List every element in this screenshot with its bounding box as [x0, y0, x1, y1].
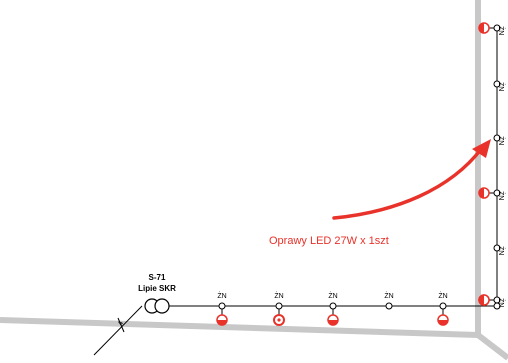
pole-label: ŻN: [217, 291, 226, 300]
pole-label: ŻN: [497, 298, 506, 307]
pole: ŻN: [478, 187, 506, 200]
arrow-curve: [332, 146, 484, 220]
led-lamp-fill: [479, 23, 484, 33]
pole: ŻN: [437, 291, 449, 326]
pole-marker: [493, 244, 501, 252]
pole: ŻN: [327, 291, 339, 326]
pole: ŻN: [216, 291, 228, 326]
arrow-head: [472, 139, 491, 158]
transformer-coil-right: [154, 298, 170, 314]
pole-marker: [329, 302, 337, 310]
pole-marker: [439, 302, 447, 310]
pole-marker: [218, 302, 226, 310]
pole-label: ŻN: [497, 82, 506, 91]
pole: ŻN: [273, 291, 285, 326]
feeder-label: 4: [117, 321, 125, 327]
station-symbol: [144, 298, 170, 314]
station-name: Lipie SKR: [138, 284, 176, 293]
pole: ŻN: [478, 22, 506, 35]
pole-label: ŻN: [497, 136, 506, 145]
led-lamp-fill: [438, 320, 448, 325]
pole-label: ŻN: [497, 246, 506, 255]
led-lamp-fill: [217, 320, 227, 325]
pole: ŻN: [493, 80, 506, 91]
pole-marker: [493, 134, 501, 142]
pole-label: ŻN: [384, 291, 393, 300]
road-diagonal: [476, 332, 508, 361]
led-lamp-fill: [479, 188, 484, 198]
pole-label: ŻN: [438, 291, 447, 300]
station-id: S-71: [149, 273, 166, 282]
pole-marker: [275, 302, 283, 310]
pole: ŻN: [478, 294, 506, 307]
pole: ŻN: [493, 244, 506, 255]
pole: ŻN: [493, 134, 506, 145]
feeder-cable: [93, 305, 143, 356]
pole: ŻN: [384, 291, 394, 310]
led-lamp-fill: [328, 320, 338, 325]
pole-label: ŻN: [328, 291, 337, 300]
annotation-text: Oprawy LED 27W x 1szt: [269, 235, 389, 247]
pole-label: ŻN: [274, 291, 283, 300]
road-horizontal: [0, 317, 479, 338]
feeder-tick: [117, 317, 125, 333]
annotation-arrow: [332, 139, 491, 220]
pole-label: ŻN: [497, 191, 506, 200]
led-lamp-fill: [479, 295, 484, 305]
pole-marker: [385, 302, 393, 310]
vertical-poles: ŻN ŻN ŻN ŻN ŻN ŻN: [478, 22, 506, 307]
horizontal-poles: ŻN ŻN ŻN ŻN ŻN: [216, 291, 501, 326]
pole-marker: [493, 80, 501, 88]
led-lamp-center: [277, 318, 281, 322]
pole-label: ŻN: [497, 26, 506, 35]
